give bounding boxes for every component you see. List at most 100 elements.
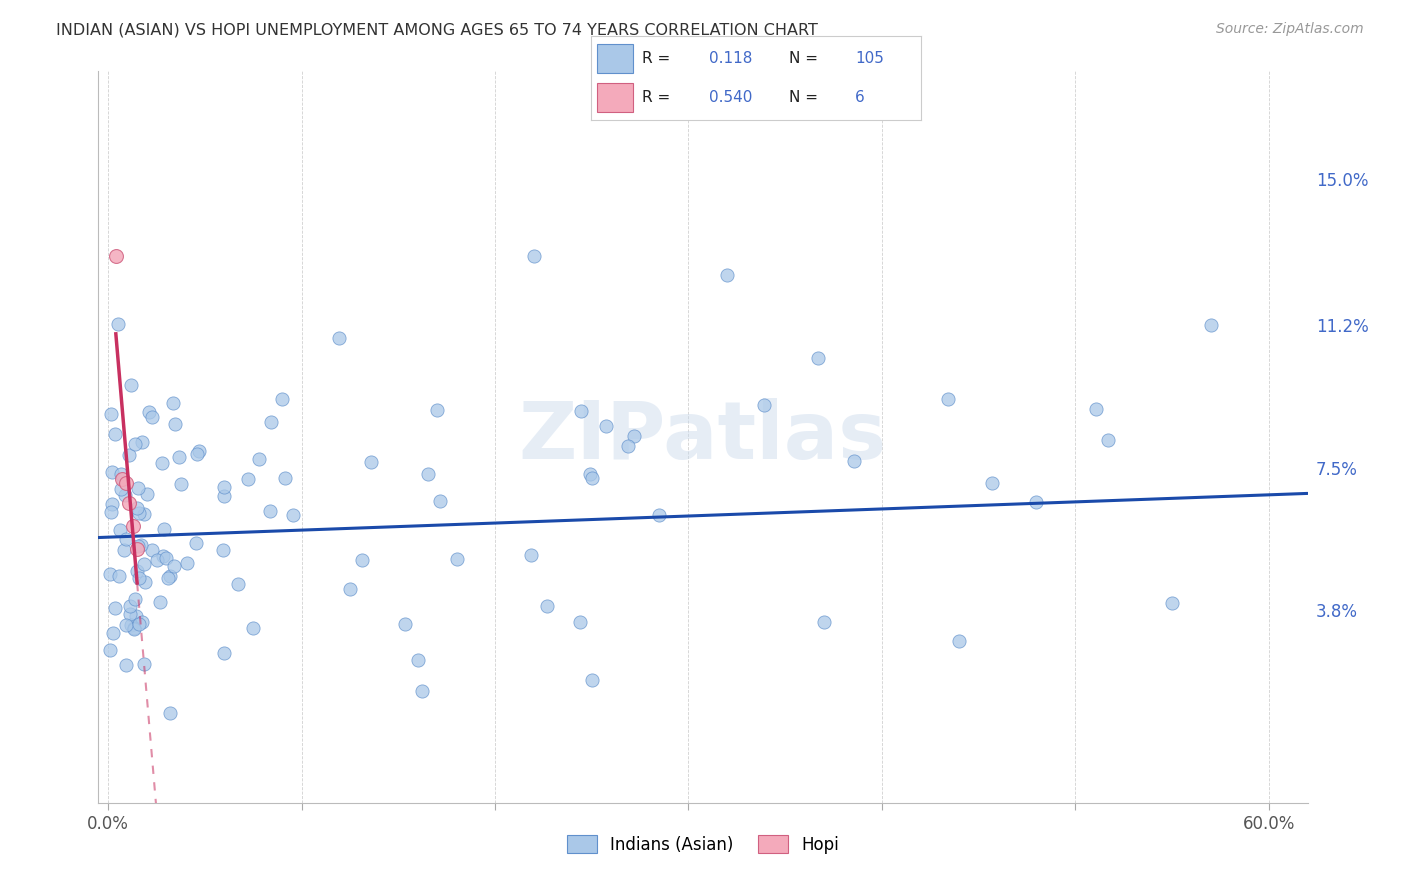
Point [152, 522, 174, 536]
Point [170, 477, 193, 491]
Point [155, 551, 177, 566]
FancyBboxPatch shape [598, 44, 634, 73]
Point [948, 634, 970, 648]
Text: 0.540: 0.540 [710, 90, 752, 105]
Point [104, 249, 127, 263]
Point [162, 396, 184, 410]
Point [184, 536, 207, 550]
Point [981, 476, 1004, 491]
Point [211, 542, 233, 557]
Point [108, 569, 131, 583]
Point [128, 571, 150, 585]
Point [214, 489, 236, 503]
Point [328, 331, 350, 345]
Point [127, 501, 149, 516]
Point [536, 599, 558, 613]
Point [122, 518, 145, 533]
Point [111, 472, 134, 486]
Point [394, 617, 416, 632]
Point [108, 523, 131, 537]
Point [122, 621, 145, 635]
Point [100, 505, 122, 519]
Point [523, 249, 546, 263]
Point [176, 557, 198, 571]
Point [936, 392, 959, 406]
Point [360, 455, 382, 469]
Point [110, 483, 132, 497]
Text: R =: R = [641, 51, 671, 66]
Point [406, 653, 429, 667]
Legend: Indians (Asian), Hopi: Indians (Asian), Hopi [560, 829, 846, 860]
Point [1025, 494, 1047, 508]
Point [100, 497, 122, 511]
Point [807, 351, 830, 365]
Point [145, 553, 167, 567]
Point [115, 532, 138, 546]
Point [149, 594, 172, 608]
Point [127, 481, 149, 495]
Point [100, 407, 122, 421]
Text: 0.118: 0.118 [710, 51, 752, 66]
Point [247, 452, 270, 467]
Point [159, 569, 181, 583]
Point [274, 471, 297, 485]
Point [114, 488, 136, 502]
Point [141, 409, 163, 424]
Point [120, 607, 142, 621]
Point [426, 403, 449, 417]
Point [520, 549, 543, 563]
Point [156, 571, 179, 585]
Point [411, 683, 433, 698]
Point [159, 706, 181, 720]
Point [186, 447, 208, 461]
Point [128, 506, 150, 520]
Point [716, 268, 738, 283]
Point [115, 618, 138, 632]
Point [125, 609, 148, 624]
Point [127, 541, 149, 556]
FancyBboxPatch shape [598, 83, 634, 112]
Point [429, 494, 451, 508]
Point [813, 615, 835, 629]
Point [1161, 596, 1184, 610]
Point [581, 673, 603, 687]
Point [124, 591, 146, 606]
Point [120, 618, 142, 632]
Text: Source: ZipAtlas.com: Source: ZipAtlas.com [1216, 22, 1364, 37]
Point [842, 453, 865, 467]
Point [127, 540, 149, 554]
Point [131, 615, 153, 629]
Point [98, 642, 121, 657]
Point [1085, 402, 1108, 417]
Text: 105: 105 [855, 51, 884, 66]
Point [416, 467, 439, 482]
Point [112, 543, 135, 558]
Point [141, 543, 163, 558]
Point [138, 405, 160, 419]
Point [281, 508, 304, 522]
Point [98, 567, 121, 582]
Point [238, 472, 260, 486]
Text: R =: R = [641, 90, 671, 105]
Point [226, 576, 249, 591]
Point [120, 377, 142, 392]
Point [259, 504, 281, 518]
Point [127, 564, 149, 578]
Point [150, 456, 173, 470]
Point [339, 582, 361, 596]
Text: INDIAN (ASIAN) VS HOPI UNEMPLOYMENT AMONG AGES 65 TO 74 YEARS CORRELATION CHART: INDIAN (ASIAN) VS HOPI UNEMPLOYMENT AMON… [56, 22, 818, 37]
Point [132, 657, 155, 671]
Point [162, 559, 184, 574]
Point [152, 549, 174, 563]
Point [104, 601, 127, 615]
Text: 6: 6 [855, 90, 865, 105]
Point [131, 434, 153, 449]
Point [271, 392, 294, 406]
Point [214, 646, 236, 660]
Point [132, 558, 155, 572]
Point [648, 508, 671, 522]
Point [260, 415, 283, 429]
Point [167, 450, 190, 464]
Point [446, 552, 468, 566]
Point [110, 467, 132, 482]
